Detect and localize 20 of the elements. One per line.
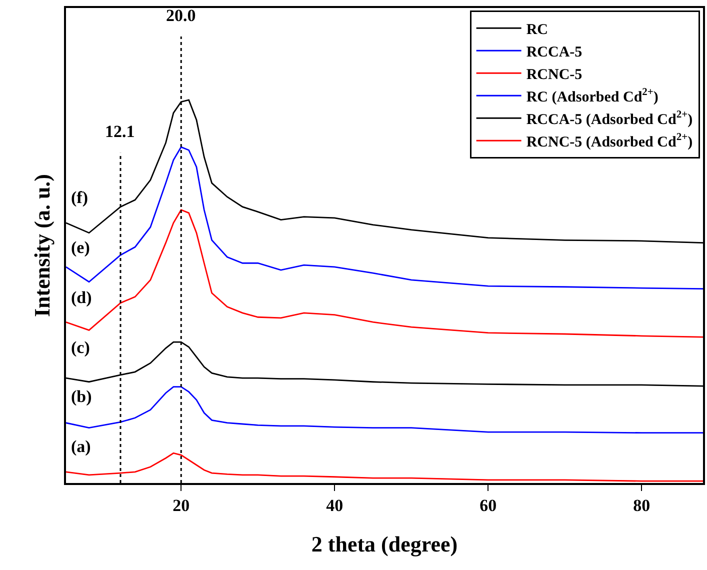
annotation: (d)	[71, 288, 92, 307]
x-tick-label: 60	[480, 496, 497, 516]
ref-line-label: 20.0	[166, 6, 196, 25]
annotation: (f)	[71, 188, 88, 207]
x-axis-title: 2 theta (degree)	[311, 532, 458, 557]
annotation: (c)	[71, 338, 90, 357]
legend-label: RC (Adsorbed Cd$^{2+}$)	[526, 87, 658, 106]
x-tick-label: 40	[326, 496, 344, 516]
ref-line-label: 12.1	[105, 122, 135, 141]
annotation: (e)	[71, 238, 90, 257]
legend-label: RC	[526, 22, 548, 38]
annotation: (b)	[71, 387, 92, 406]
legend-label: RCNC-5	[526, 66, 582, 83]
x-tick-label: 20	[172, 496, 190, 516]
legend-label: RCCA-5	[526, 44, 582, 60]
legend-label: RCNC-5 (Adsorbed Cd$^{2+}$)	[526, 132, 693, 150]
annotation: (a)	[71, 437, 91, 456]
legend-label: RCCA-5 (Adsorbed Cd$^{2+}$)	[526, 110, 693, 128]
y-axis-title: Intensity (a. u.)	[30, 174, 55, 318]
x-tick-label: 80	[633, 496, 650, 516]
